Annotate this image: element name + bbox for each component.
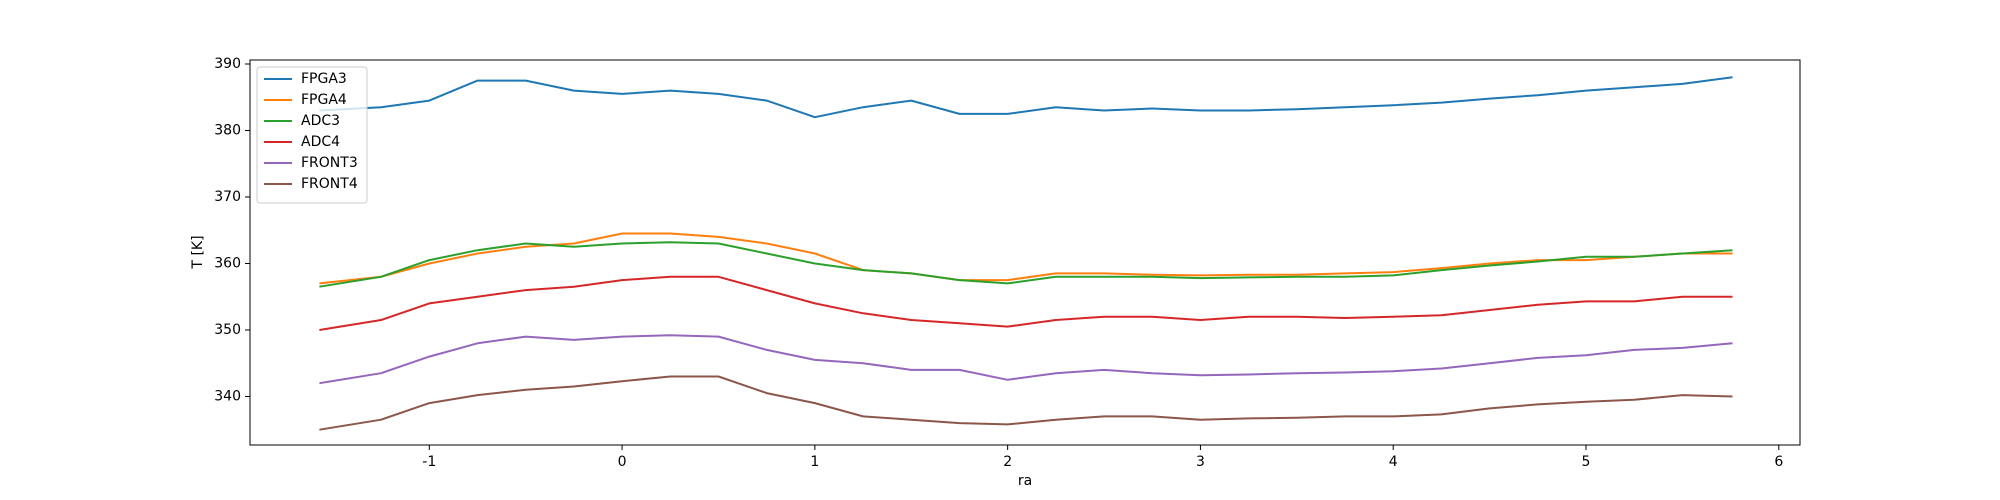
y-tick-label: 340	[214, 388, 241, 404]
x-tick-label: -1	[422, 454, 436, 470]
x-axis-label: ra	[1018, 473, 1032, 489]
x-tick-label: 6	[1774, 454, 1783, 470]
x-tick-label: 0	[618, 454, 627, 470]
legend-label: ADC3	[301, 113, 340, 129]
y-axis-label: T [K]	[190, 235, 206, 269]
y-tick-label: 390	[214, 56, 241, 72]
legend-label: FRONT3	[301, 155, 358, 171]
data-line	[319, 76, 1733, 119]
data-line	[319, 275, 1733, 331]
legend-label: FPGA3	[301, 71, 347, 87]
x-tick-label: 5	[1582, 454, 1591, 470]
data-line	[319, 375, 1733, 431]
legend: FPGA3 FPGA4 ADC3 ADC4 FRONT3 FRONT4	[256, 66, 368, 204]
x-tick-label: 2	[1003, 454, 1012, 470]
y-tick-label: 370	[214, 189, 241, 205]
data-line	[319, 241, 1733, 288]
plot-frame	[249, 59, 1801, 446]
legend-label: FPGA4	[301, 92, 347, 108]
x-tick-label: 1	[810, 454, 819, 470]
y-tick-label: 360	[214, 255, 241, 271]
legend-label: ADC4	[301, 134, 340, 150]
y-tick-label: 380	[214, 122, 241, 138]
data-line	[319, 232, 1733, 285]
x-tick-label: 4	[1389, 454, 1398, 470]
y-tick-label: 350	[214, 322, 241, 338]
data-line	[319, 334, 1733, 385]
legend-label: FRONT4	[301, 176, 358, 192]
x-tick-label: 3	[1196, 454, 1205, 470]
